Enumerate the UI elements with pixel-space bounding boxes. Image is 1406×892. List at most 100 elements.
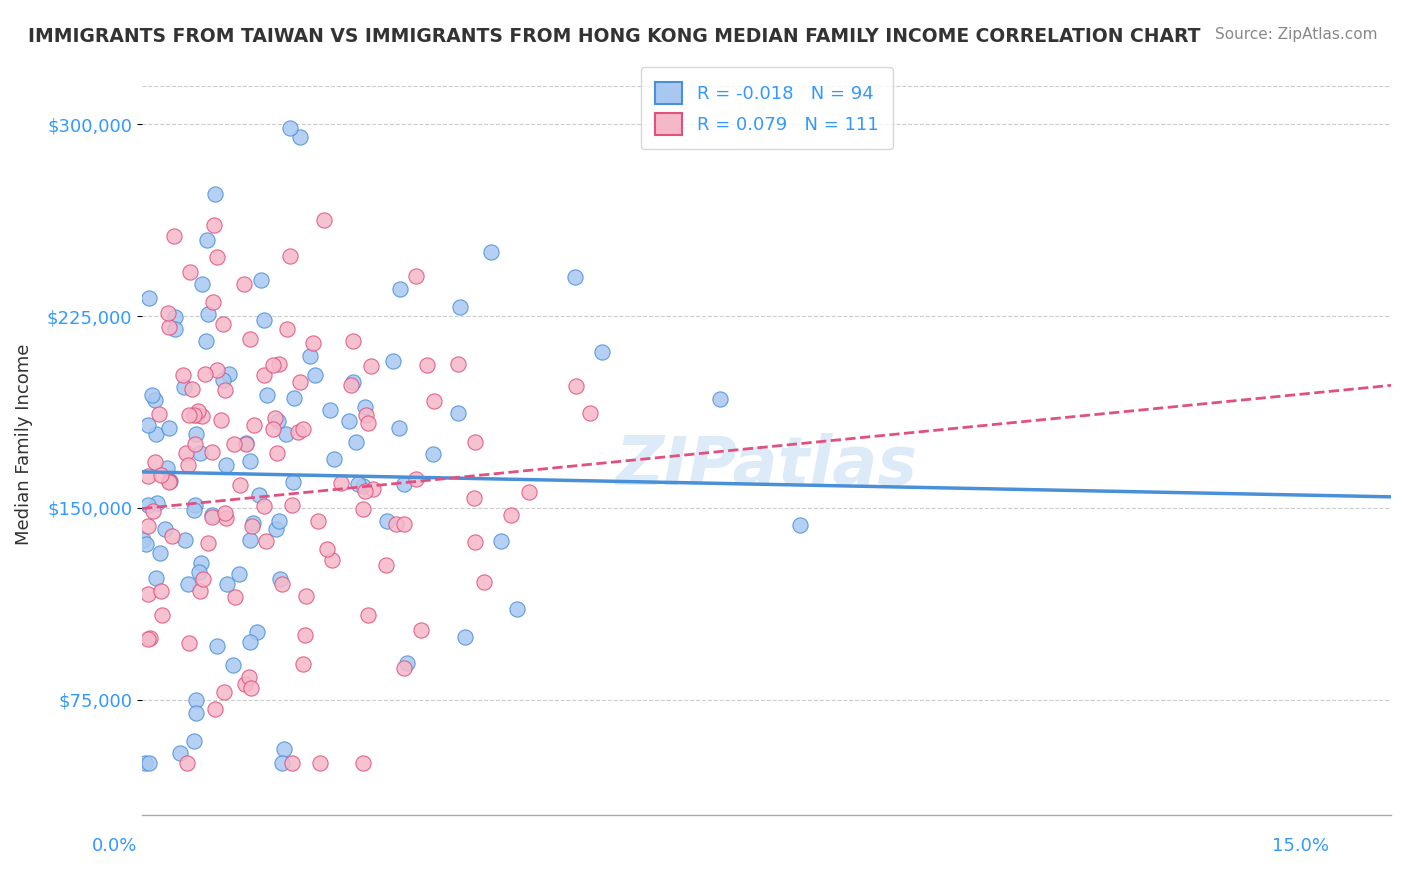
Point — [174, 533, 197, 548]
Point — [591, 345, 613, 359]
Point — [276, 322, 298, 336]
Point — [204, 187, 226, 202]
Point — [353, 484, 375, 499]
Point — [156, 306, 179, 320]
Point — [235, 436, 257, 450]
Point — [342, 334, 364, 349]
Point — [360, 359, 382, 374]
Point — [136, 418, 159, 433]
Point — [266, 446, 288, 460]
Point — [163, 228, 186, 243]
Point — [505, 602, 527, 616]
Point — [281, 475, 304, 489]
Point — [138, 756, 160, 771]
Point — [177, 458, 200, 472]
Point — [156, 461, 179, 475]
Point — [195, 233, 218, 247]
Point — [446, 406, 468, 420]
Point — [169, 746, 191, 760]
Point — [564, 379, 586, 393]
Point — [211, 317, 233, 331]
Point — [136, 587, 159, 601]
Point — [361, 482, 384, 496]
Point — [395, 656, 418, 670]
Point — [273, 742, 295, 756]
Point — [201, 509, 224, 524]
Point — [146, 496, 169, 510]
Text: ZIPatlas: ZIPatlas — [616, 434, 918, 500]
Point — [389, 282, 412, 296]
Point — [384, 517, 406, 532]
Point — [143, 393, 166, 408]
Point — [188, 446, 211, 460]
Point — [183, 408, 205, 422]
Point — [157, 421, 180, 435]
Text: IMMIGRANTS FROM TAIWAN VS IMMIGRANTS FROM HONG KONG MEDIAN FAMILY INCOME CORRELA: IMMIGRANTS FROM TAIWAN VS IMMIGRANTS FRO… — [28, 27, 1201, 45]
Point — [157, 474, 180, 488]
Point — [382, 353, 405, 368]
Point — [191, 572, 214, 586]
Point — [344, 434, 367, 449]
Point — [269, 572, 291, 586]
Point — [214, 506, 236, 520]
Point — [165, 322, 187, 336]
Point — [209, 413, 232, 427]
Point — [165, 310, 187, 324]
Point — [176, 756, 198, 771]
Point — [308, 514, 330, 528]
Point — [183, 734, 205, 748]
Point — [411, 623, 433, 637]
Point — [136, 469, 159, 483]
Point — [709, 392, 731, 406]
Point — [138, 291, 160, 305]
Point — [309, 756, 332, 771]
Point — [218, 368, 240, 382]
Point — [187, 566, 209, 580]
Point — [416, 358, 439, 372]
Point — [489, 533, 512, 548]
Point — [267, 357, 290, 371]
Point — [131, 533, 153, 547]
Point — [354, 409, 377, 423]
Point — [314, 212, 336, 227]
Point — [405, 268, 427, 283]
Point — [197, 536, 219, 550]
Point — [270, 756, 292, 771]
Point — [174, 446, 197, 460]
Point — [172, 368, 194, 383]
Point — [564, 270, 586, 285]
Point — [194, 367, 217, 381]
Point — [283, 391, 305, 405]
Point — [287, 425, 309, 440]
Point — [322, 452, 344, 467]
Point — [264, 522, 287, 536]
Point — [517, 484, 540, 499]
Point — [149, 584, 172, 599]
Point — [222, 657, 245, 672]
Point — [187, 404, 209, 418]
Point — [254, 534, 277, 549]
Point — [405, 472, 427, 486]
Point — [194, 334, 217, 348]
Point — [229, 477, 252, 491]
Point — [138, 631, 160, 645]
Point — [134, 756, 156, 771]
Point — [280, 498, 302, 512]
Point — [150, 607, 173, 622]
Point — [262, 422, 284, 436]
Point — [499, 508, 522, 523]
Point — [463, 491, 485, 506]
Point — [789, 518, 811, 533]
Point — [157, 475, 180, 490]
Point — [256, 388, 278, 402]
Point — [224, 437, 246, 451]
Point — [250, 273, 273, 287]
Point — [352, 478, 374, 492]
Point — [202, 219, 225, 233]
Point — [191, 409, 214, 423]
Point — [339, 378, 361, 392]
Point — [190, 556, 212, 570]
Point — [188, 583, 211, 598]
Point — [141, 388, 163, 402]
Point — [145, 571, 167, 585]
